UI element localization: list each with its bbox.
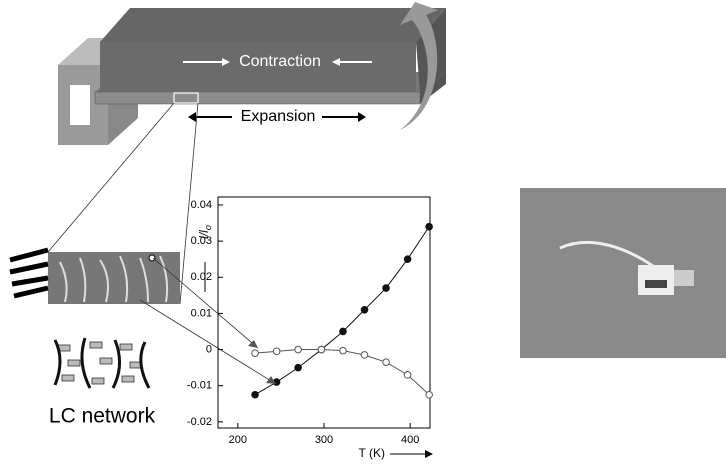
point	[426, 223, 433, 230]
network-label: LC network	[49, 405, 156, 428]
x-axis-label: T (K)	[359, 446, 385, 460]
point	[318, 346, 325, 353]
x-tick-label: 300	[315, 434, 333, 446]
photo	[520, 188, 726, 358]
y-tick-label: 0.01	[191, 307, 212, 319]
y-tick-label: 0.04	[191, 199, 212, 211]
point	[361, 352, 368, 359]
point	[404, 256, 411, 263]
axis-arrow-head	[425, 450, 433, 458]
figure: Contraction Expansion LC network -0.02 -0…	[0, 0, 726, 468]
y-tick-label: 0	[206, 343, 212, 355]
point	[273, 348, 280, 355]
series-line	[255, 350, 429, 395]
y-tick-label: -0.01	[187, 380, 212, 392]
point	[361, 306, 368, 313]
series-line	[255, 227, 429, 395]
expansion-label: Expansion	[241, 108, 316, 125]
y-label-sub: o	[203, 225, 213, 230]
point	[295, 346, 302, 353]
point	[426, 391, 433, 398]
point	[340, 347, 347, 354]
y-tick-label: 0.02	[191, 271, 212, 283]
x-tick-label: 200	[229, 434, 247, 446]
point	[340, 328, 347, 335]
point	[383, 359, 390, 366]
y-axis-label: l/lo	[197, 225, 213, 239]
micrograph: LC network	[10, 250, 180, 428]
point	[295, 364, 302, 371]
point	[404, 372, 411, 379]
contraction-label: Contraction	[239, 53, 321, 70]
y-label-main: l/l	[197, 230, 211, 239]
y-tick-label: -0.02	[187, 416, 212, 428]
x-tick-label: 400	[401, 434, 419, 446]
point	[252, 391, 259, 398]
plot-frame	[218, 197, 430, 428]
point	[252, 350, 259, 357]
point	[383, 285, 390, 292]
